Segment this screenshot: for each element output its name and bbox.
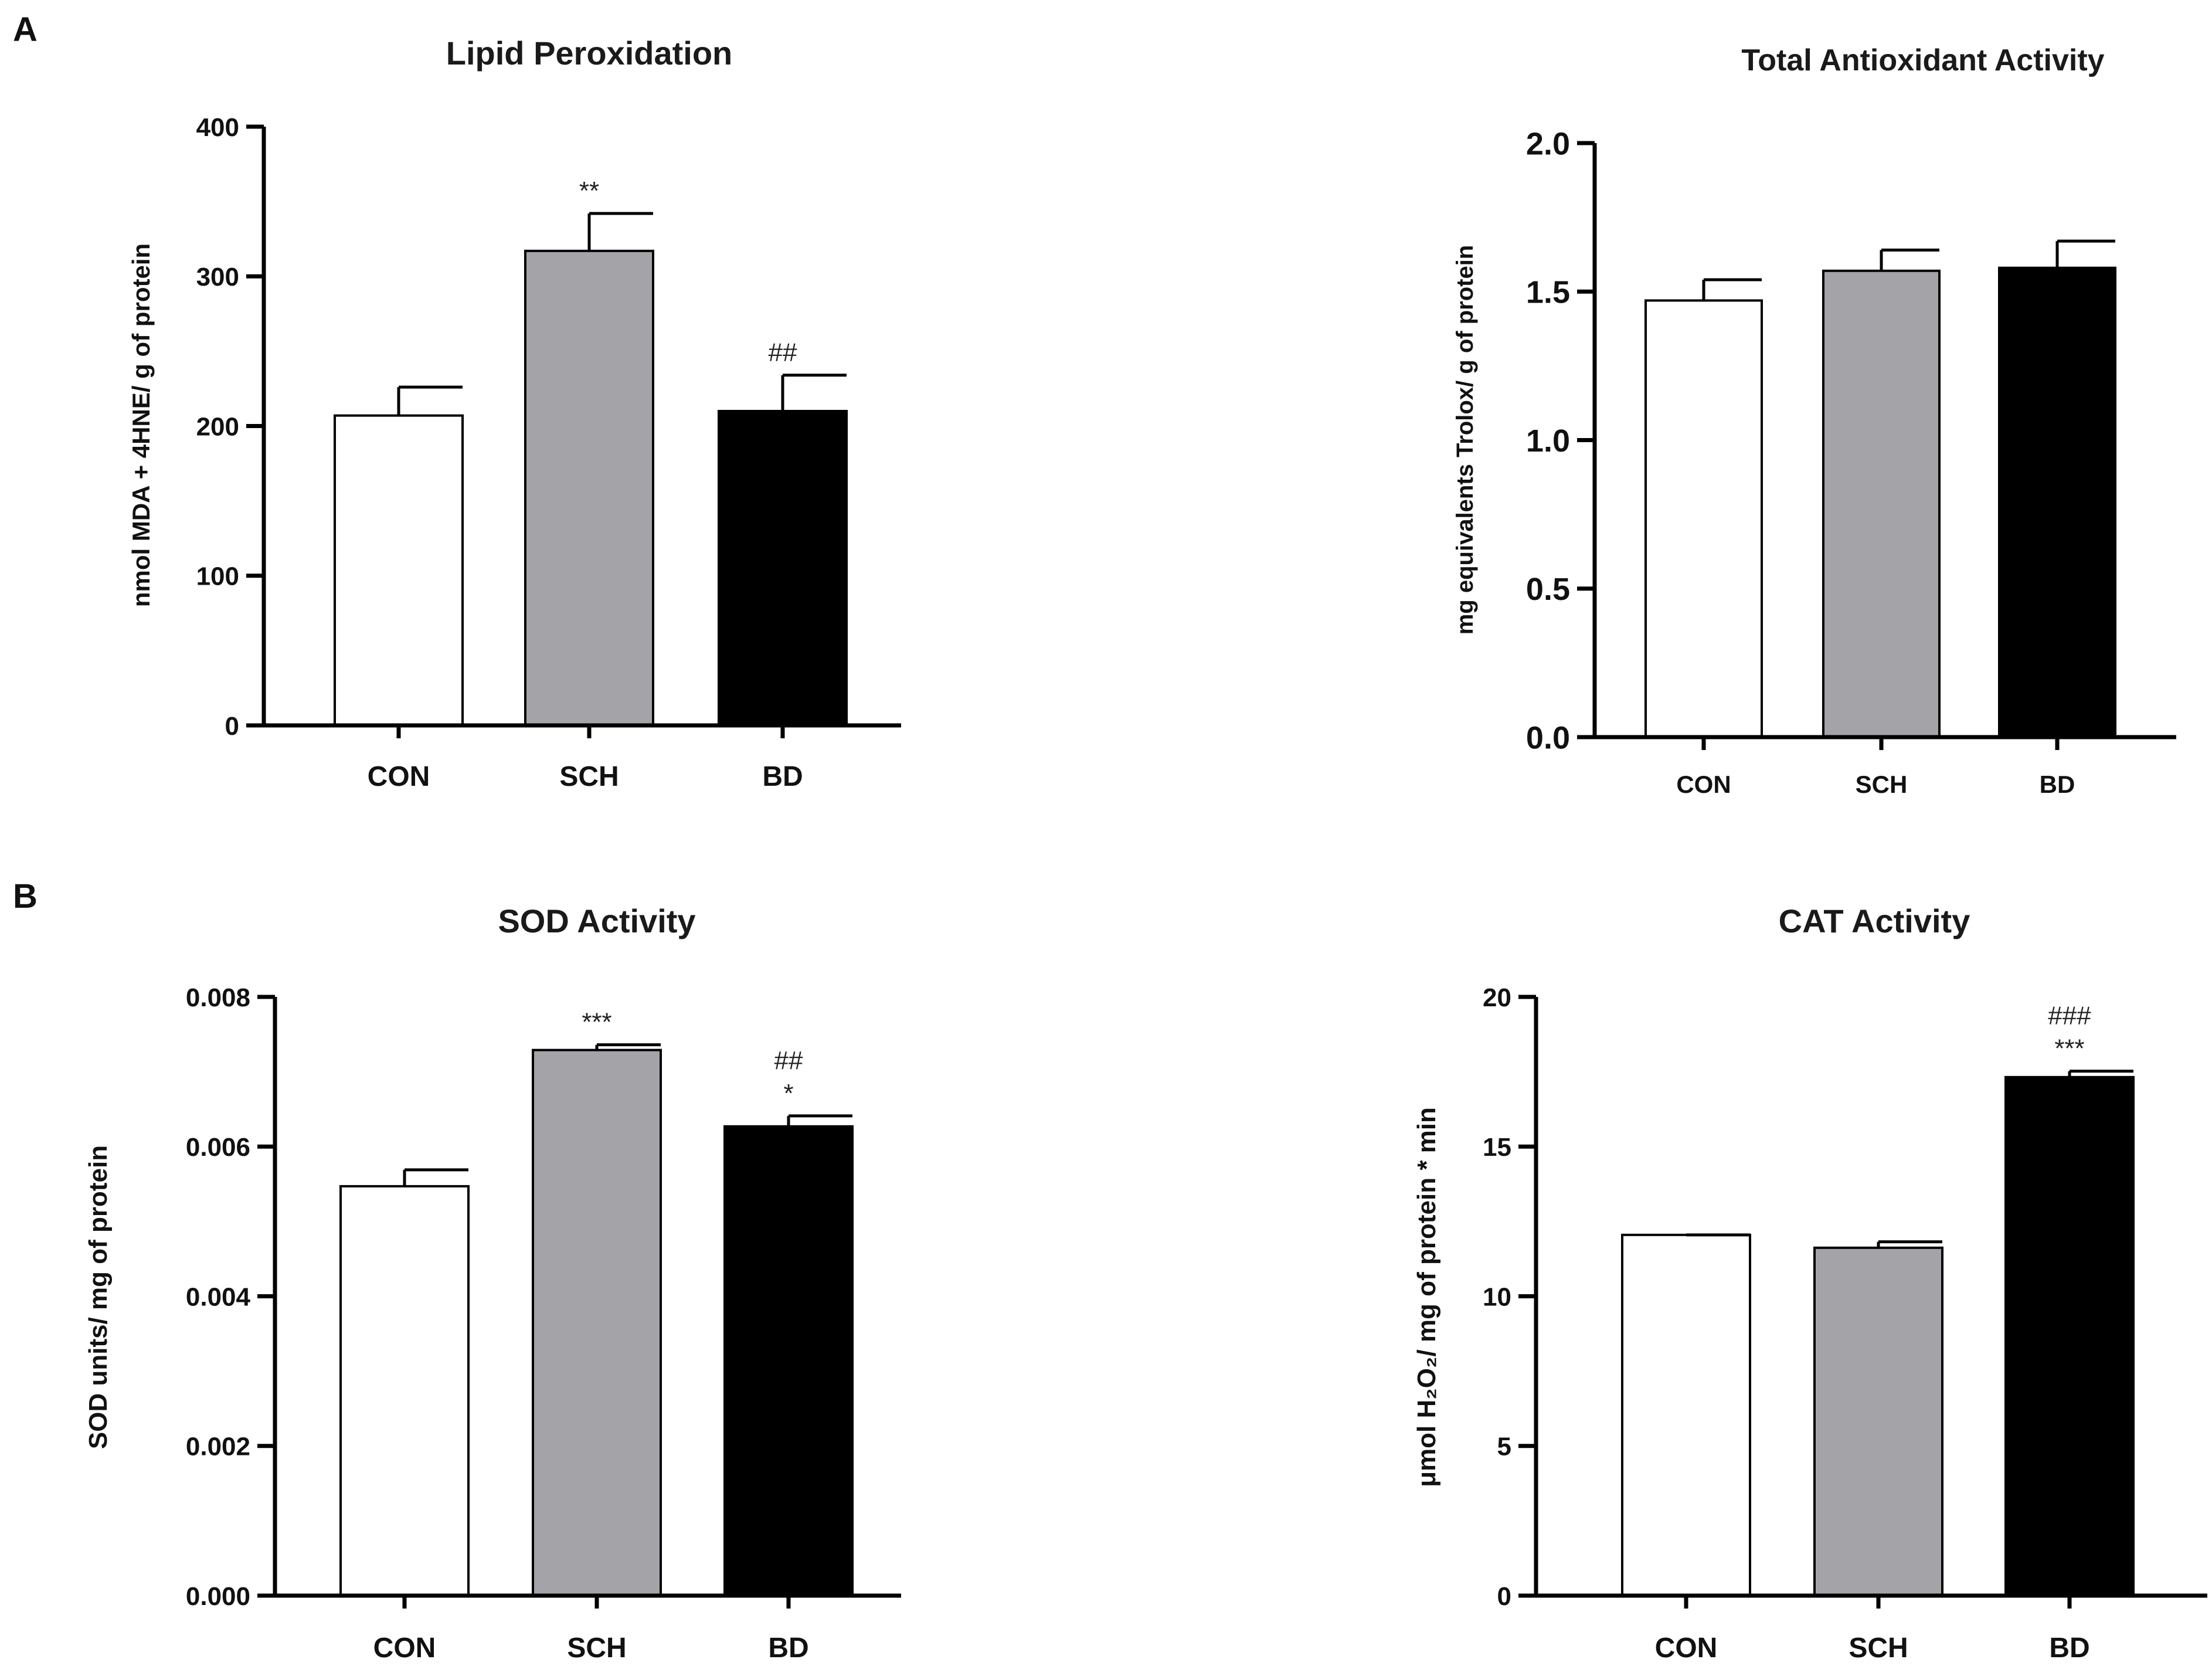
bar-sch	[524, 249, 654, 727]
bar-sch	[532, 1049, 662, 1597]
bar-bd	[1998, 266, 2116, 739]
x-tick-label-sch: SCH	[1849, 1633, 1908, 1664]
x-tick-label-bd: BD	[2040, 771, 2075, 798]
bar-bd	[718, 409, 848, 727]
chart-lipid-peroxidation: Lipid Peroxidation CON ** SCH ## BD 0 100 200 300…	[127, 35, 901, 792]
y-tick-label: 0.004	[186, 1282, 251, 1311]
chart-total-antioxidant-activity: Total Antioxidant Activity CON SCH BD 0.0 0.5…	[1452, 43, 2176, 798]
y-axis-label: μmol H₂O₂/ mg of protein * min	[1412, 1107, 1441, 1487]
x-tick-label-sch: SCH	[1856, 771, 1908, 798]
y-tick-label: 300	[196, 263, 239, 291]
x-tick-label-sch: SCH	[559, 761, 619, 792]
y-tick-label: 400	[196, 113, 239, 142]
significance-mark: ***	[582, 1008, 611, 1037]
significance-mark: ##	[774, 1046, 803, 1075]
significance-mark: **	[579, 177, 599, 205]
x-tick-label-sch: SCH	[567, 1633, 626, 1664]
significance-mark: ***	[2054, 1034, 2084, 1063]
chart-sod-activity: SOD Activity CON *** SCH * ## BD 0.000 0.002 0.00…	[84, 902, 901, 1664]
y-tick-label: 2.0	[1526, 126, 1570, 161]
chart-title: CAT Activity	[1779, 902, 1970, 939]
chart-title: Total Antioxidant Activity	[1741, 43, 2104, 77]
bar-con	[1621, 1233, 1751, 1597]
significance-mark: ###	[2048, 1002, 2091, 1030]
x-tick-label-con: CON	[368, 761, 430, 792]
bar-bd	[723, 1125, 854, 1597]
y-tick-label: 10	[1483, 1282, 1511, 1311]
chart-title: SOD Activity	[498, 902, 695, 939]
bar-con	[1644, 299, 1763, 738]
y-tick-label: 0.000	[186, 1582, 250, 1611]
y-axis-label: mg equivalents Trolox/ g of protein	[1452, 245, 1478, 635]
y-tick-label: 0.002	[186, 1433, 250, 1461]
bar-con	[339, 1185, 470, 1597]
y-tick-label: 0.008	[186, 983, 250, 1012]
x-tick-label-con: CON	[373, 1633, 436, 1664]
y-tick-label: 0	[1497, 1582, 1511, 1611]
significance-mark: *	[783, 1079, 793, 1108]
x-tick-label-bd: BD	[762, 761, 803, 792]
x-tick-label-con: CON	[1655, 1633, 1718, 1664]
chart-cat-activity: CAT Activity CON SCH *** ### BD 0 5 10 15 20 μmol H…	[1412, 902, 2207, 1664]
y-axis-label: nmol MDA + 4HNE/ g of protein	[127, 243, 155, 607]
significance-mark: ##	[769, 338, 797, 367]
y-tick-label: 100	[196, 562, 239, 591]
bar-sch	[1822, 269, 1941, 739]
y-tick-label: 1.5	[1526, 275, 1570, 310]
panel-label-a: A	[13, 11, 38, 49]
y-tick-label: 0.0	[1526, 720, 1570, 755]
x-tick-label-con: CON	[1676, 771, 1731, 798]
y-tick-label: 1.0	[1526, 423, 1570, 459]
x-tick-label-bd: BD	[2049, 1633, 2089, 1664]
bar-sch	[1813, 1246, 1943, 1597]
x-tick-label-bd: BD	[768, 1633, 808, 1664]
chart-title: Lipid Peroxidation	[446, 35, 732, 72]
y-tick-label: 0.006	[186, 1133, 250, 1162]
bar-bd	[2004, 1075, 2135, 1597]
y-tick-label: 15	[1483, 1133, 1511, 1162]
y-tick-label: 5	[1497, 1433, 1511, 1461]
y-axis-label: SOD units/ mg of protein	[84, 1145, 113, 1449]
bar-con	[334, 414, 464, 727]
y-tick-label: 0.5	[1526, 572, 1570, 607]
y-tick-label: 200	[196, 412, 239, 441]
y-tick-label: 0	[225, 712, 239, 741]
panel-label-b: B	[13, 877, 38, 915]
y-tick-label: 20	[1483, 983, 1511, 1012]
